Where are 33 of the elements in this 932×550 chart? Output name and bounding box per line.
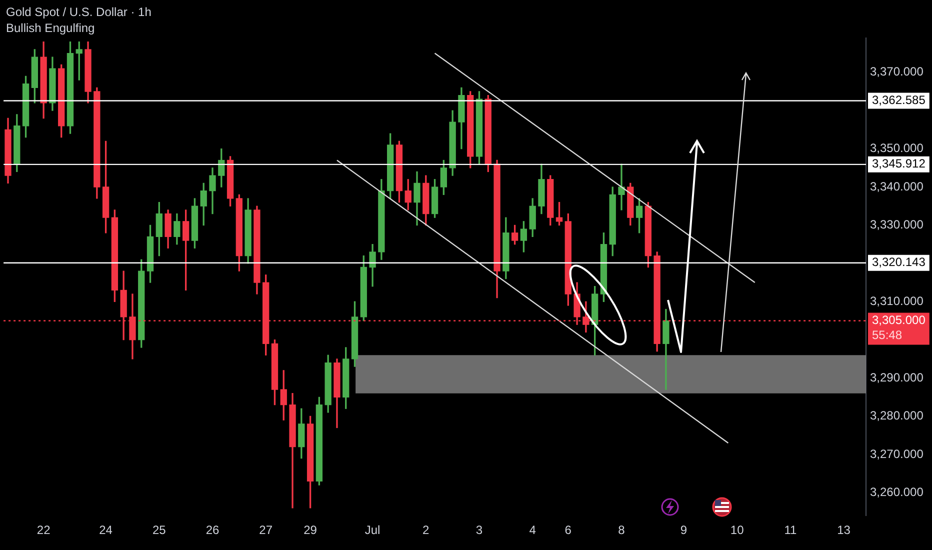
ref-line-label: 3,320.143 (872, 255, 926, 270)
ref-line-label: 3,305.000 (872, 313, 926, 328)
x-tick-label: 26 (206, 523, 220, 538)
y-tick-label: 3,340.000 (870, 179, 924, 194)
text: 55:48 (872, 328, 902, 342)
y-tick-label: 3,370.000 (870, 64, 924, 79)
y-tick-label: 3,270.000 (870, 446, 924, 461)
chart-subtitle: Bullish Engulfing (6, 20, 96, 36)
y-tick-label: 3,330.000 (870, 218, 924, 232)
x-tick-label: 24 (99, 523, 113, 538)
x-tick-label: 3 (476, 523, 483, 538)
y-tick-label: 3,280.000 (870, 408, 924, 423)
chart-title: Gold Spot / U.S. Dollar · 1h (6, 4, 152, 20)
ref-line-label: 3,362.585 (872, 93, 926, 108)
x-tick-label: 10 (730, 523, 744, 538)
x-tick-label: 9 (680, 523, 688, 538)
y-tick-label: 3,310.000 (870, 294, 924, 308)
x-tick-label: 22 (36, 523, 51, 538)
x-tick-label: 8 (618, 523, 626, 538)
x-tick-label: 13 (837, 523, 851, 538)
x-tick-label: 2 (422, 523, 430, 538)
x-tick-label: 27 (259, 523, 273, 538)
x-tick-label: 4 (529, 523, 536, 538)
x-tick-label: Jul (364, 523, 380, 538)
y-tick-label: 3,290.000 (870, 370, 924, 384)
x-tick-label: 25 (152, 523, 166, 538)
candlestick (618, 164, 625, 210)
x-tick-label: 6 (564, 523, 572, 538)
y-tick-label: 3,350.000 (870, 141, 924, 156)
x-tick-label: 29 (304, 523, 318, 538)
ref-line-label: 3,345.912 (872, 156, 926, 171)
x-tick-label: 11 (784, 523, 797, 538)
y-tick-label: 3,260.000 (870, 484, 924, 499)
